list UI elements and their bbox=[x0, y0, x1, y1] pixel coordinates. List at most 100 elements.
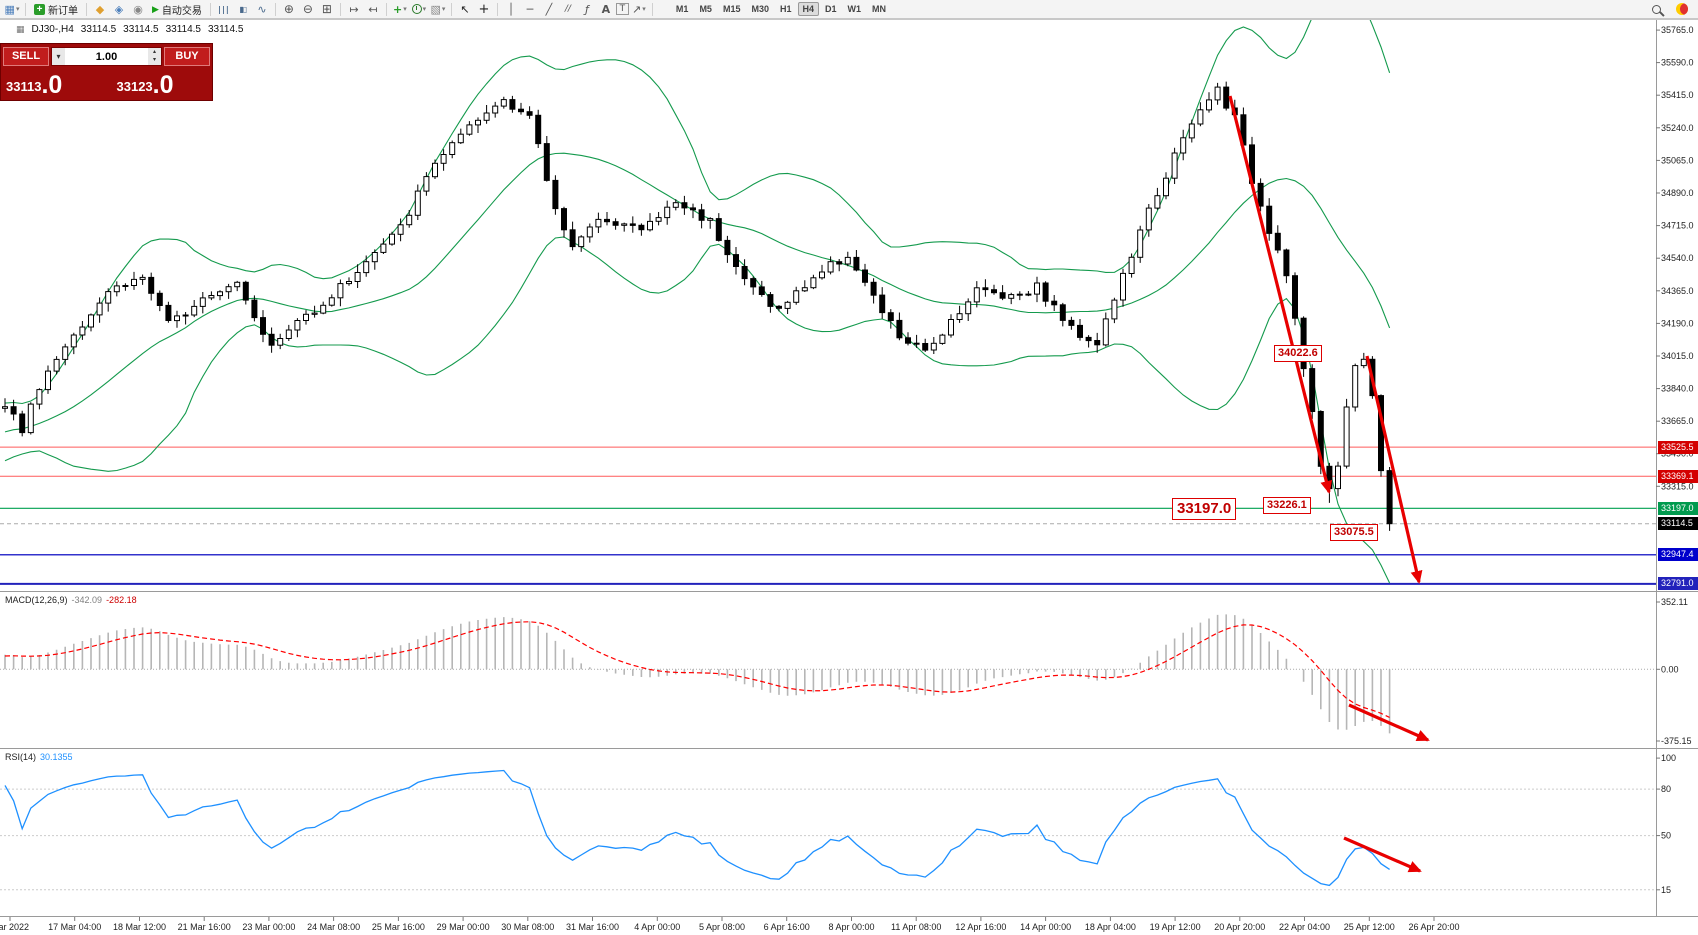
new-chart-icon[interactable]: ▦ ▾ bbox=[4, 2, 20, 16]
toolbar-separator bbox=[86, 2, 87, 16]
arrows-icon[interactable]: ↗ ▾ bbox=[632, 2, 646, 16]
autotrading-button[interactable]: ▶ 自动交易 bbox=[148, 1, 206, 17]
text-label-icon[interactable]: T bbox=[615, 3, 629, 15]
svg-text:8 Apr 00:00: 8 Apr 00:00 bbox=[828, 922, 874, 932]
search-icon[interactable] bbox=[1647, 2, 1665, 17]
svg-text:35065.0: 35065.0 bbox=[1661, 155, 1694, 165]
legend-low: 33114.5 bbox=[165, 24, 201, 35]
toolbar-separator bbox=[25, 2, 26, 16]
timeframe-group: M1 M5 M15 M30 H1 H4 D1 W1 MN bbox=[671, 2, 891, 16]
autotrading-label: 自动交易 bbox=[161, 5, 202, 17]
legend-open: 33114.5 bbox=[80, 24, 117, 35]
volume-dropdown-icon[interactable]: ▾ bbox=[52, 48, 65, 65]
toolbar-separator bbox=[651, 2, 653, 16]
svg-text:34890.0: 34890.0 bbox=[1661, 188, 1694, 198]
price-annotation-swing-high[interactable]: 34022.6 bbox=[1274, 345, 1322, 362]
legend-symbol-period: DJ30-,H4 bbox=[31, 24, 74, 35]
svg-text:100: 100 bbox=[1661, 753, 1676, 763]
macd-value-signal: -282.18 bbox=[106, 595, 137, 605]
svg-text:26 Apr 20:00: 26 Apr 20:00 bbox=[1408, 922, 1459, 932]
text-icon[interactable]: A bbox=[601, 2, 611, 16]
toolbar: ▦ ▾ + 新订单 ◆ ◈ ◉ ▶ 自动交易 ||| ▮▯ ∿ ⊕ ⊖ ⊞ ↦ ↤… bbox=[0, 0, 1698, 19]
indicators-icon[interactable]: + ▾ bbox=[393, 2, 407, 16]
svg-text:25 Apr 12:00: 25 Apr 12:00 bbox=[1344, 922, 1395, 932]
price-scale-box: 32791.0 bbox=[1658, 577, 1698, 591]
svg-text:20 Apr 20:00: 20 Apr 20:00 bbox=[1214, 922, 1265, 932]
price-annotation-key-level[interactable]: 33197.0 bbox=[1172, 498, 1237, 520]
zoom-out-icon[interactable]: ⊖ bbox=[302, 2, 313, 16]
svg-text:18 Mar 12:00: 18 Mar 12:00 bbox=[113, 922, 166, 932]
brand-icon bbox=[1673, 2, 1691, 17]
tile-windows-icon[interactable]: ⊞ bbox=[321, 2, 332, 16]
horizontal-line-icon[interactable]: ─ bbox=[526, 2, 534, 16]
chart-legend: ▦ DJ30-,H4 33114.5 33114.5 33114.5 33114… bbox=[16, 24, 243, 35]
sell-price-fraction: .0 bbox=[41, 71, 63, 99]
vertical-line-icon[interactable]: │ bbox=[507, 2, 515, 16]
timeframe-m15[interactable]: M15 bbox=[722, 4, 741, 14]
equidistant-channel-icon[interactable]: // bbox=[564, 4, 571, 14]
svg-text:33490.0: 33490.0 bbox=[1661, 449, 1694, 459]
stepper-down-icon[interactable]: ▾ bbox=[152, 57, 156, 63]
macd-name: MACD(12,26,9) bbox=[5, 595, 68, 605]
svg-text:19 Apr 12:00: 19 Apr 12:00 bbox=[1150, 922, 1201, 932]
svg-text:50: 50 bbox=[1661, 831, 1671, 841]
sell-price: 33113 .0 bbox=[6, 67, 107, 100]
new-order-button[interactable]: + 新订单 bbox=[30, 1, 82, 17]
data-window-icon[interactable]: ◈ bbox=[114, 2, 124, 16]
price-scale-box: 33525.5 bbox=[1658, 440, 1698, 454]
svg-text:15: 15 bbox=[1661, 885, 1671, 895]
timeframe-h4[interactable]: H4 bbox=[797, 2, 820, 16]
new-order-icon: + bbox=[34, 3, 45, 15]
buy-price: 33123 .0 bbox=[107, 67, 208, 100]
svg-text:6 Apr 16:00: 6 Apr 16:00 bbox=[764, 922, 810, 932]
cursor-icon[interactable]: ↖ bbox=[460, 2, 470, 16]
navigator-icon[interactable]: ◉ bbox=[133, 2, 143, 16]
bars-chart-icon[interactable]: ||| bbox=[218, 4, 230, 14]
svg-text:24 Mar 08:00: 24 Mar 08:00 bbox=[307, 922, 360, 932]
auto-scroll-icon[interactable]: ↦ bbox=[349, 2, 359, 16]
svg-text:33315.0: 33315.0 bbox=[1661, 481, 1694, 491]
trendline-icon[interactable]: ╱ bbox=[545, 2, 553, 16]
timeframe-m30[interactable]: M30 bbox=[751, 4, 769, 14]
buy-price-fraction: .0 bbox=[152, 71, 174, 99]
volume-input[interactable] bbox=[65, 49, 148, 64]
svg-text:35240.0: 35240.0 bbox=[1661, 123, 1694, 133]
legend-close: 33114.5 bbox=[207, 24, 244, 35]
stepper-up-icon[interactable]: ▴ bbox=[152, 49, 156, 55]
market-watch-ic[interactable]: ◆ bbox=[95, 2, 105, 16]
timeframe-d1[interactable]: D1 bbox=[825, 4, 837, 14]
toolbar-separator bbox=[274, 2, 276, 16]
templates-icon[interactable]: ▧ ▾ bbox=[430, 2, 446, 16]
svg-text:34540.0: 34540.0 bbox=[1661, 253, 1694, 263]
timeframe-m1[interactable]: M1 bbox=[675, 4, 689, 14]
autotrading-play-icon: ▶ bbox=[152, 3, 159, 14]
crosshair-icon[interactable]: + bbox=[478, 1, 490, 17]
price-annotation-swing-low-1[interactable]: 33226.1 bbox=[1263, 497, 1311, 514]
volume-stepper[interactable]: ▴ ▾ bbox=[148, 48, 161, 65]
candles-chart-icon[interactable]: ▮▯ bbox=[239, 4, 248, 14]
timeframe-h1[interactable]: H1 bbox=[779, 4, 792, 14]
svg-text:14 Apr 00:00: 14 Apr 00:00 bbox=[1020, 922, 1071, 932]
svg-text:21 Mar 16:00: 21 Mar 16:00 bbox=[178, 922, 231, 932]
svg-text:5 Apr 08:00: 5 Apr 08:00 bbox=[699, 922, 745, 932]
buy-price-main: 33123 bbox=[116, 79, 153, 94]
trade-controls-row: SELL ▾ ▴▾ BUY bbox=[1, 44, 212, 67]
toolbar-separator bbox=[450, 2, 452, 16]
fibonacci-icon[interactable]: ƒ bbox=[584, 2, 589, 16]
timeframe-w1[interactable]: W1 bbox=[847, 4, 862, 14]
toolbar-separator bbox=[385, 2, 387, 16]
buy-button[interactable]: BUY bbox=[164, 47, 210, 66]
chart-shift-icon[interactable]: ↤ bbox=[368, 2, 378, 16]
line-chart-icon[interactable]: ∿ bbox=[257, 2, 267, 16]
toolbar-separator bbox=[339, 2, 341, 16]
zoom-in-icon[interactable]: ⊕ bbox=[283, 2, 294, 16]
svg-text:34015.0: 34015.0 bbox=[1661, 351, 1694, 361]
sell-button[interactable]: SELL bbox=[3, 47, 49, 66]
price-annotation-swing-low-2[interactable]: 33075.5 bbox=[1330, 524, 1378, 541]
periods-icon[interactable]: ▾ bbox=[410, 2, 428, 17]
svg-text:31 Mar 16:00: 31 Mar 16:00 bbox=[566, 922, 619, 932]
timeframe-m5[interactable]: M5 bbox=[699, 4, 712, 14]
timeframe-mn[interactable]: MN bbox=[872, 4, 887, 14]
